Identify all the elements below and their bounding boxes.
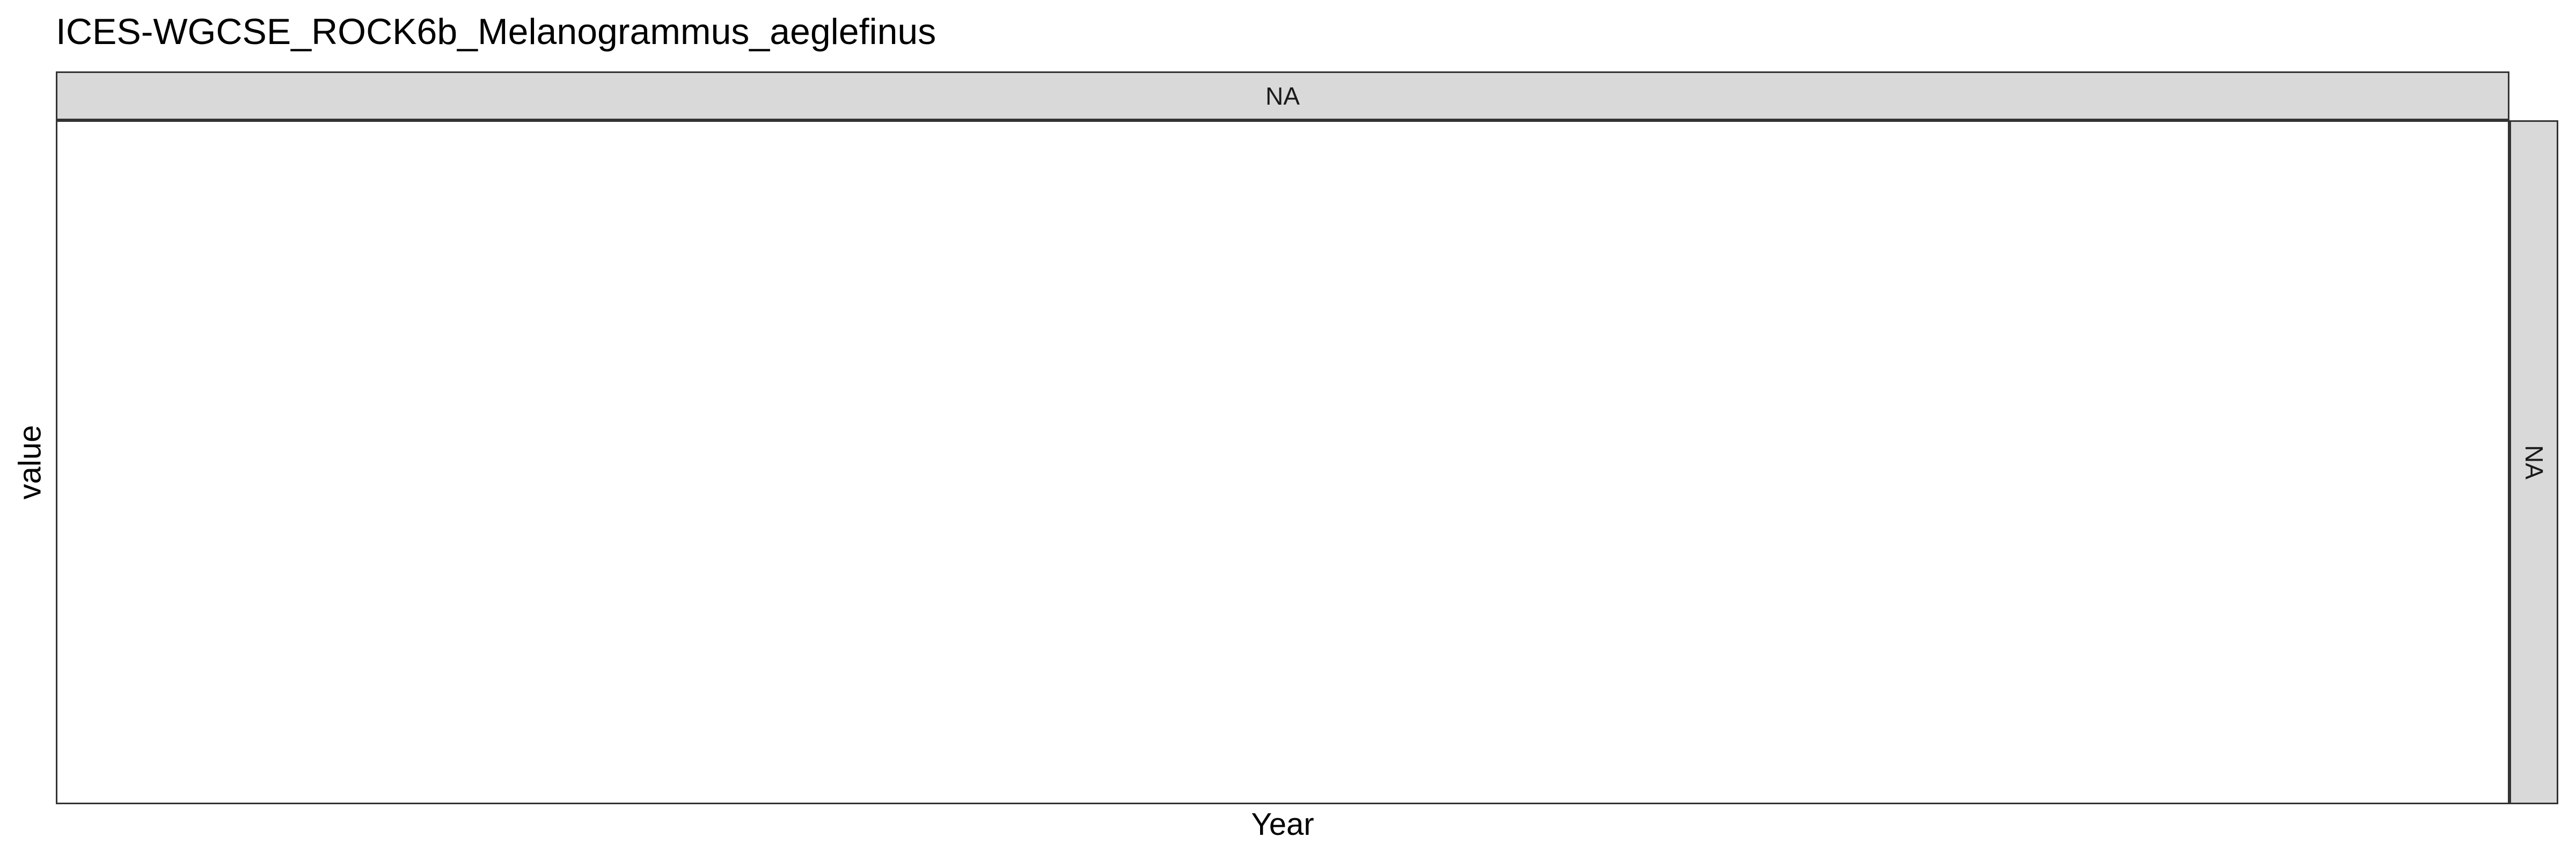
facet-row-strip: NA: [2509, 120, 2558, 804]
facet-column-strip: NA: [56, 71, 2509, 120]
chart-title: ICES-WGCSE_ROCK6b_Melanogrammus_aeglefin…: [56, 11, 936, 52]
plot-panel: [56, 120, 2509, 804]
x-axis-label: Year: [1251, 807, 1314, 842]
y-axis-label: value: [12, 425, 48, 500]
facet-row-label: NA: [2520, 445, 2548, 479]
facet-column-label: NA: [1265, 82, 1300, 110]
